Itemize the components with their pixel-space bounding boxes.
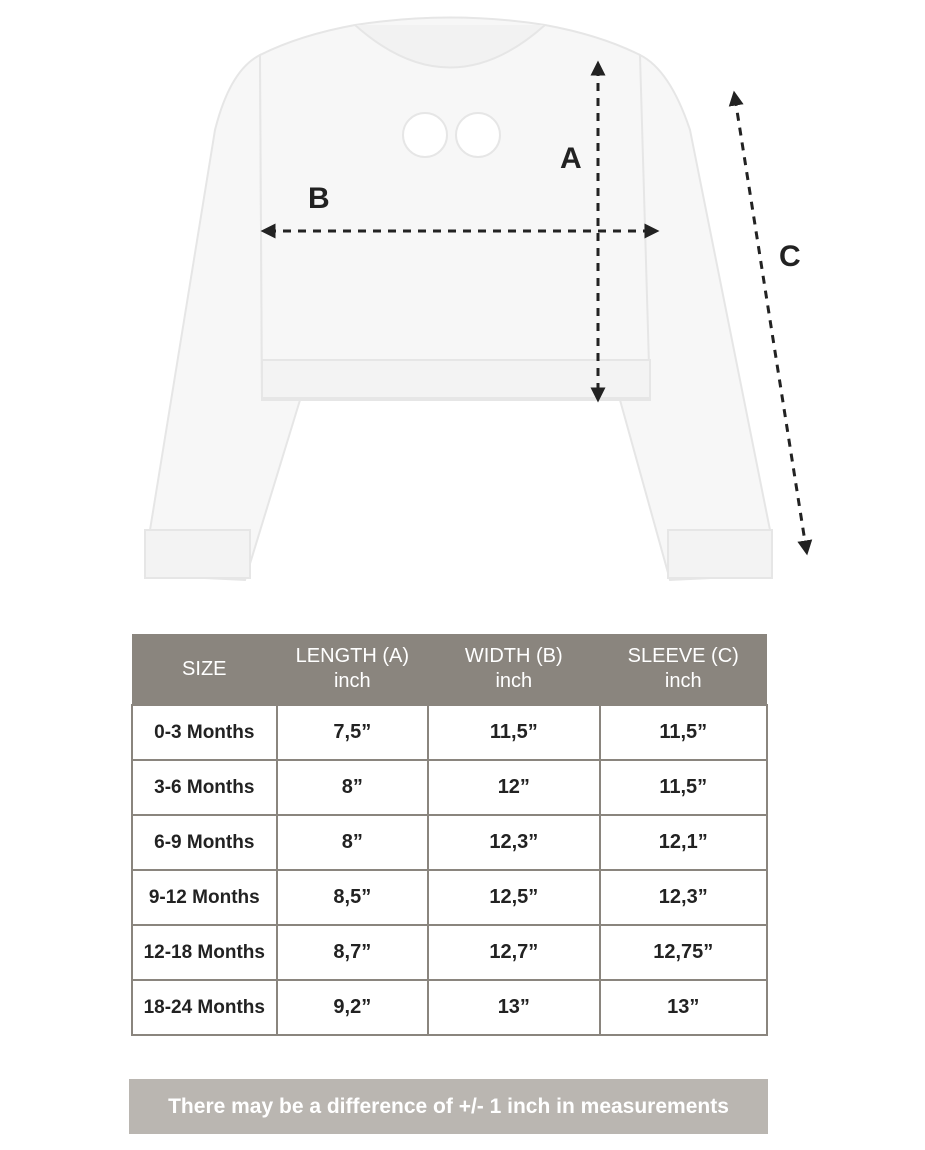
sleeve-cell: 11,5”	[598, 759, 768, 816]
length-cell: 9,2”	[275, 979, 430, 1036]
header-title: LENGTH (A)	[295, 645, 409, 667]
width-cell: 11,5”	[427, 704, 601, 761]
width-cell: 13”	[427, 979, 601, 1036]
cardigan	[143, 16, 774, 582]
header-title: SLEEVE (C)	[627, 645, 739, 667]
header-width: WIDTH (B) inch	[428, 634, 600, 705]
table-row: 12-18 Months 8,7” 12,7” 12,75”	[131, 924, 768, 981]
measurement-note: There may be a difference of +/- 1 inch …	[129, 1079, 768, 1134]
sleeve-cell: 12,3”	[598, 869, 768, 926]
size-cell: 6-9 Months	[131, 814, 278, 871]
label-b: B	[308, 182, 330, 215]
table-row: 6-9 Months 8” 12,3” 12,1”	[131, 814, 768, 871]
table-row: 0-3 Months 7,5” 11,5” 11,5”	[131, 704, 768, 761]
length-cell: 8,7”	[275, 924, 430, 981]
header-title: SIZE	[182, 657, 227, 680]
table-row: 18-24 Months 9,2” 13” 13”	[131, 979, 768, 1036]
cardigan-illustration: A B C	[143, 16, 813, 582]
length-cell: 8”	[275, 759, 430, 816]
header-unit: inch	[495, 670, 533, 692]
size-cell: 0-3 Months	[131, 704, 278, 761]
length-cell: 8,5”	[275, 869, 430, 926]
header-unit: inch	[664, 670, 702, 692]
header-sleeve: SLEEVE (C) inch	[599, 634, 767, 705]
width-cell: 12,7”	[427, 924, 601, 981]
arrow-c	[728, 90, 813, 556]
table-row: 9-12 Months 8,5” 12,5” 12,3”	[131, 869, 768, 926]
length-cell: 7,5”	[275, 704, 430, 761]
width-cell: 12,5”	[427, 869, 601, 926]
sleeve-cell: 12,1”	[598, 814, 768, 871]
sleeve-cell: 12,75”	[598, 924, 768, 981]
table-row: 3-6 Months 8” 12” 11,5”	[131, 759, 768, 816]
size-cell: 18-24 Months	[131, 979, 278, 1036]
header-title: WIDTH (B)	[464, 645, 563, 667]
length-cell: 8”	[275, 814, 430, 871]
size-cell: 12-18 Months	[131, 924, 278, 981]
width-cell: 12,3”	[427, 814, 601, 871]
width-cell: 12”	[427, 759, 601, 816]
label-c: C	[779, 240, 801, 273]
measurement-arrows	[260, 60, 813, 556]
size-cell: 9-12 Months	[131, 869, 278, 926]
header-length: LENGTH (A) inch	[276, 634, 429, 705]
header-size: SIZE	[132, 634, 277, 705]
sleeve-cell: 13”	[598, 979, 768, 1036]
sleeve-cell: 11,5”	[598, 704, 768, 761]
table-header: SIZE LENGTH (A) inch WIDTH (B) inch SLEEVE…	[132, 634, 767, 705]
size-chart-table: SIZE LENGTH (A) inch WIDTH (B) inch SLEEVE…	[131, 634, 768, 1036]
label-a: A	[560, 142, 582, 175]
size-cell: 3-6 Months	[131, 759, 278, 816]
header-unit: inch	[333, 670, 371, 692]
